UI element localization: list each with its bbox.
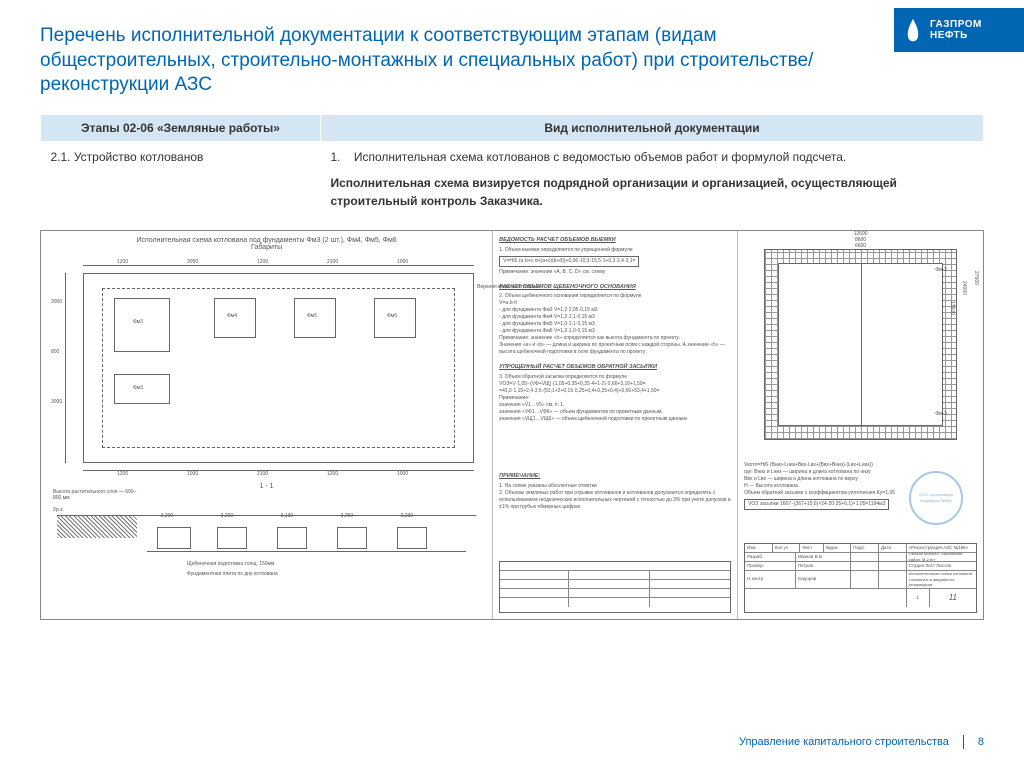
miniplan-drawing: 27600 24000 13600 Фм-2 Фм-3 — [744, 241, 977, 448]
miniplan-column: 12600 27600 24000 13600 Фм-2 Фм-3 8600 6… — [738, 231, 983, 619]
th-doc: Вид исполнительной документации — [321, 115, 984, 142]
plan-title: Исполнительная схема котлована под фунда… — [47, 237, 486, 251]
row-num: 1. — [331, 150, 341, 164]
row-note: Исполнительная схема визируется подрядно… — [331, 174, 974, 210]
section-drawing: 1 - 1 Высота растительного слоя — 600–80… — [47, 483, 486, 596]
plan-drawing: 1200 2050 1200 2100 1000 2000 800 3000 Ф… — [47, 259, 486, 477]
brand-bottom: НЕФТЬ — [930, 30, 982, 41]
flame-icon — [902, 15, 924, 45]
drawings-panel: Исполнительная схема котлована под фунда… — [40, 230, 984, 620]
brand-logo: ГАЗПРОМ НЕФТЬ — [894, 8, 1024, 52]
page-title: Перечень исполнительной документации к с… — [40, 24, 860, 98]
footer-dept: Управление капитального строительства — [739, 736, 949, 748]
row-label: 2.1. Устройство котлованов — [41, 142, 321, 217]
th-stage: Этапы 02-06 «Земляные работы» — [41, 115, 321, 142]
doc-table: Этапы 02-06 «Земляные работы» Вид исполн… — [40, 114, 984, 216]
stamp-icon: ООО организация подрядчик №350 — [909, 471, 963, 525]
divider-icon — [963, 735, 964, 749]
row-content: 1. Исполнительная схема котлованов с вед… — [321, 142, 984, 217]
page-number: 8 — [978, 736, 984, 748]
row-text: Исполнительная схема котлованов с ведомо… — [354, 150, 846, 164]
brand-top: ГАЗПРОМ — [930, 19, 982, 30]
title-block: Изм. Кол.уч Лист №док Подп. Дата «Реконс… — [744, 543, 977, 613]
footer: Управление капитального строительства 8 — [739, 735, 984, 749]
